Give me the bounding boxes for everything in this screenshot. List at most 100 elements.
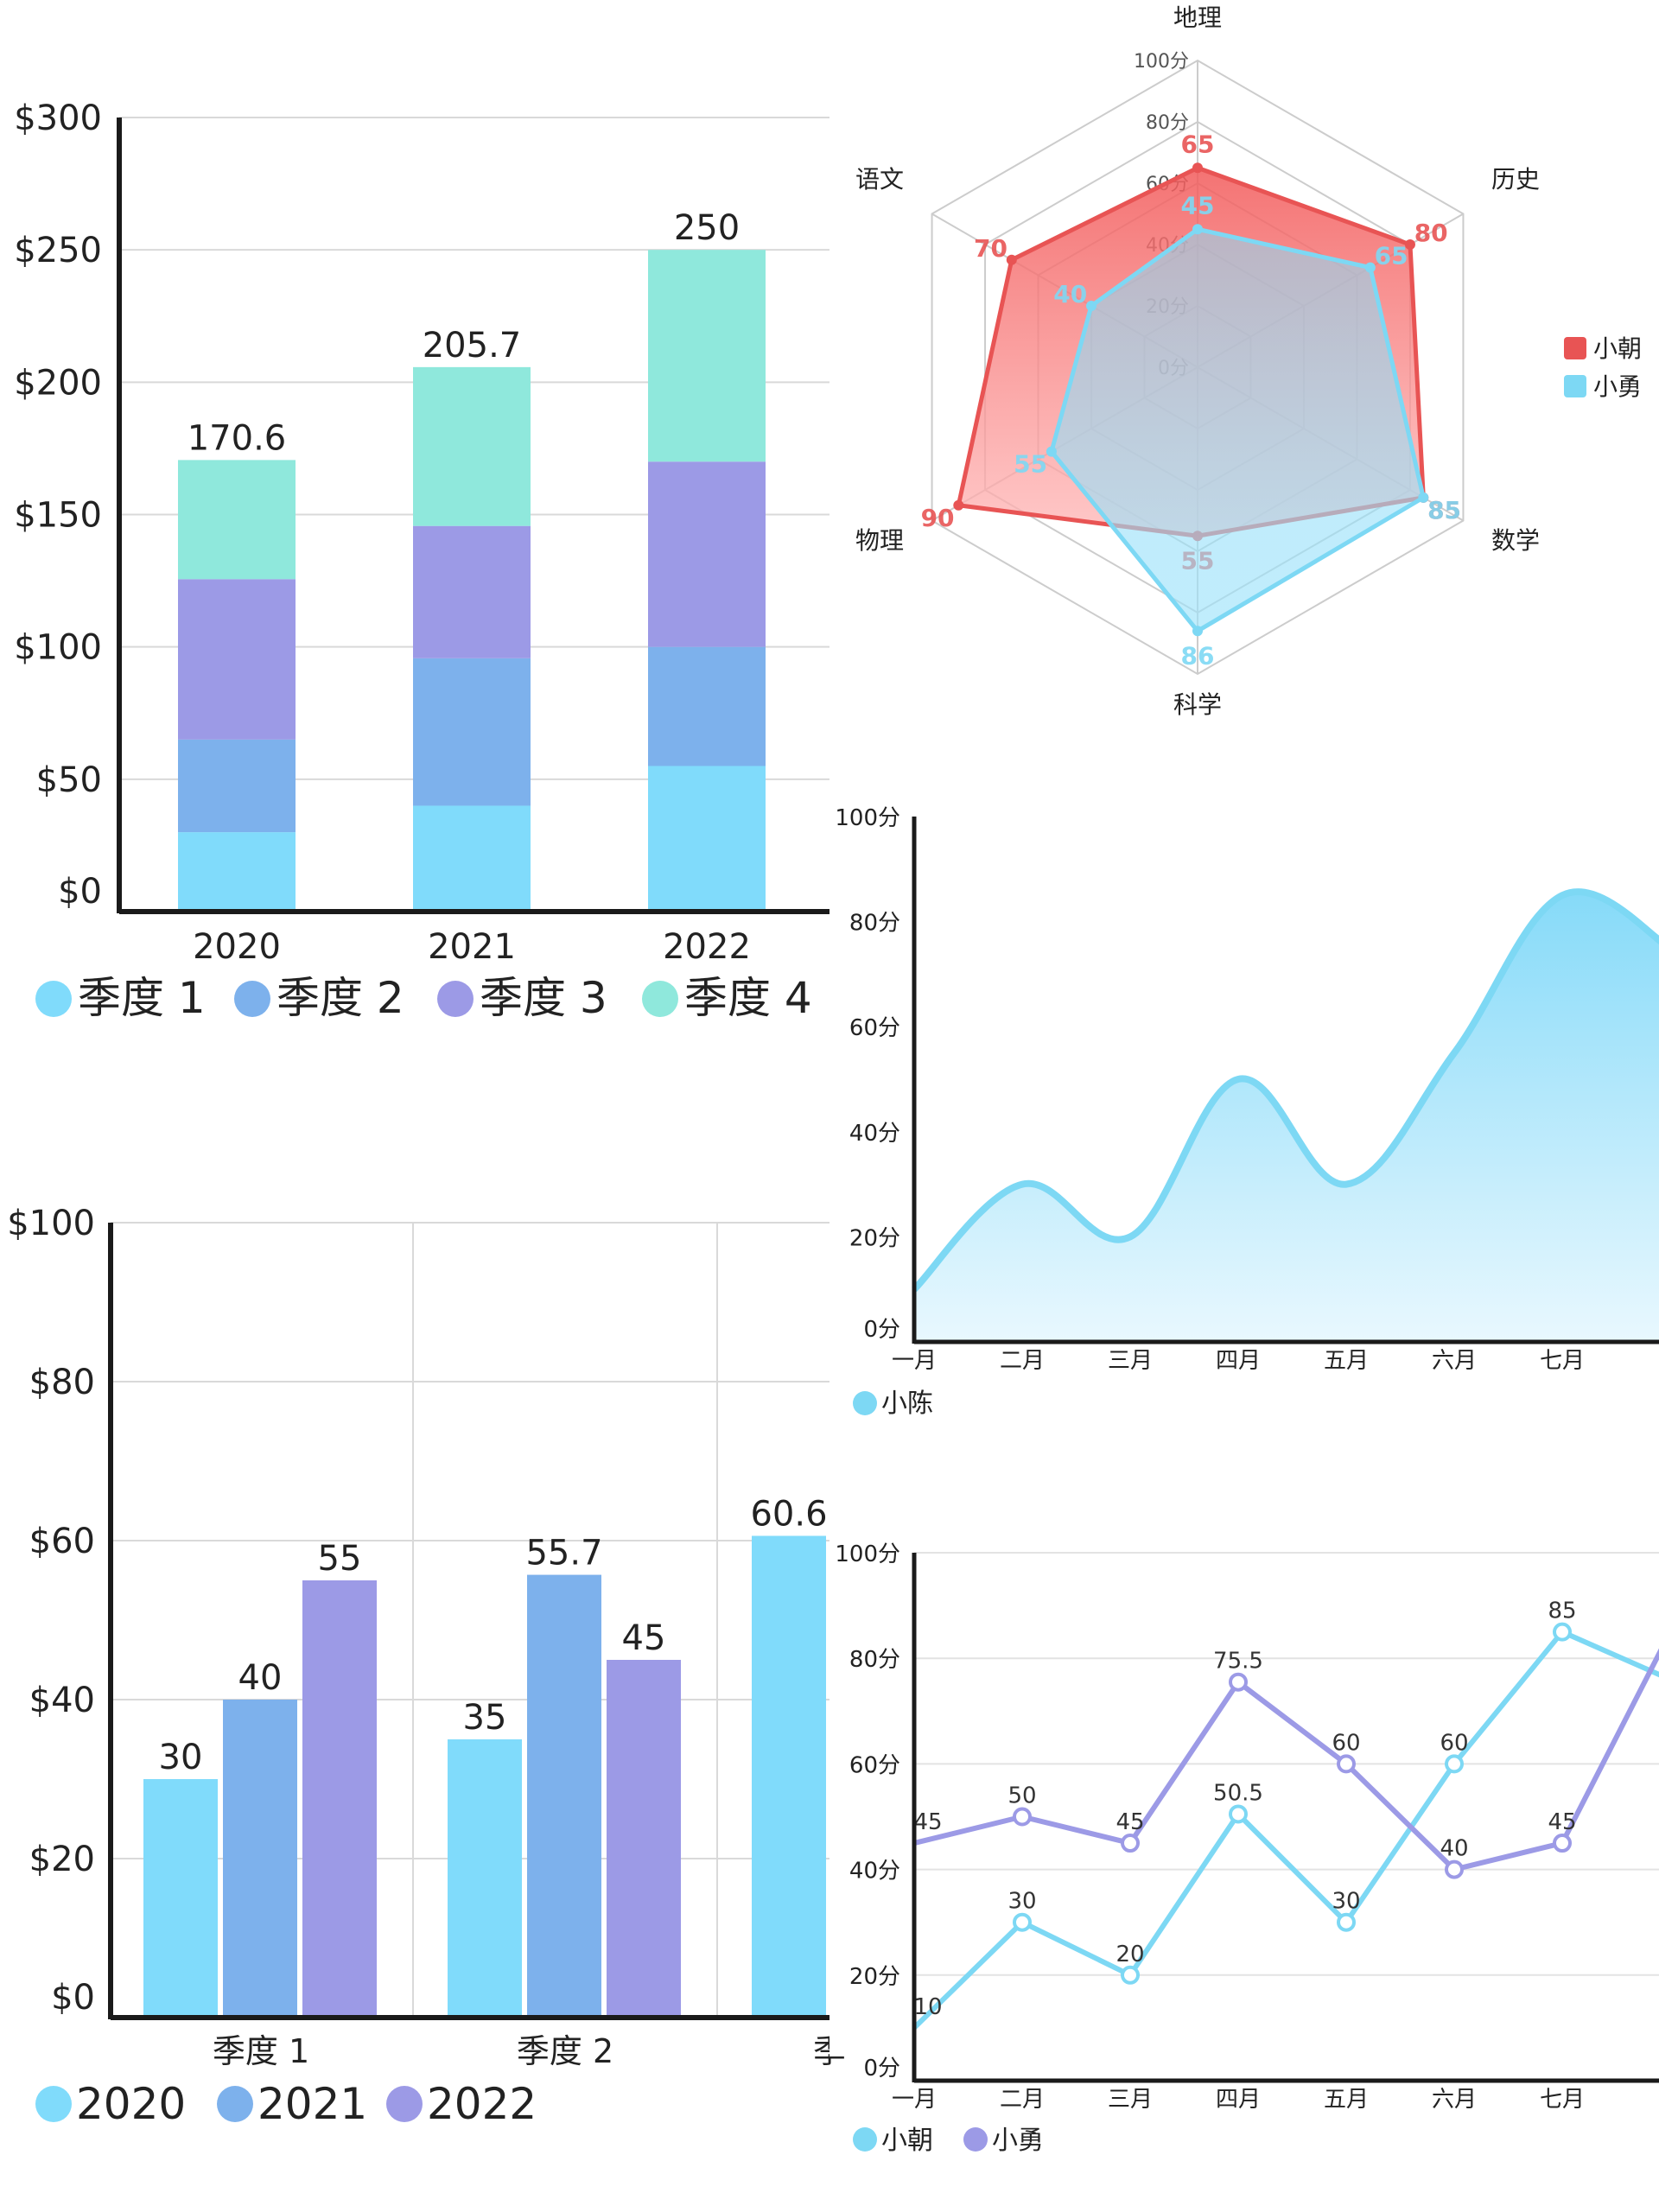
- y-tick-label: 60分: [849, 1015, 900, 1041]
- radar-value-label: 45: [1181, 191, 1215, 219]
- bar: [607, 1660, 681, 2018]
- bar-segment: [178, 579, 296, 740]
- y-tick-label: 0分: [863, 2056, 900, 2082]
- radar-point: [953, 499, 964, 511]
- radar-point: [1086, 301, 1097, 311]
- radar-value-label: 85: [1427, 496, 1461, 524]
- line-chart: 0分 20分 40分 60分 80分 100分 10 30 20 50.5 30 60 85 45 50 45…: [835, 1541, 1659, 2156]
- bar-value-label: 55.7: [525, 1534, 602, 1573]
- radar-value-label: 85: [1427, 496, 1461, 524]
- radar-tick-label: 80分: [1146, 112, 1189, 134]
- point-value-label: 75.5: [1213, 1649, 1263, 1675]
- radar-chart: 0分20分40分60分80分100分6580855590704565858655…: [855, 3, 1642, 719]
- line-point: [1121, 1834, 1140, 1853]
- y-tick-label: 20分: [849, 1964, 900, 1990]
- legend-marker: [386, 2086, 423, 2122]
- area-chart: 0分20分40分60分80分100分一月二月三月四月五月六月七月八小陈: [835, 805, 1659, 1419]
- x-tick-label: 七月: [1540, 1348, 1585, 1374]
- y-tick-label: $20: [29, 1840, 95, 1879]
- y-tick-label: 40分: [849, 1121, 900, 1147]
- line-point: [1553, 1834, 1572, 1853]
- y-tick-label: 0分: [863, 1317, 900, 1343]
- x-tick-label: 2022: [663, 927, 751, 967]
- line-point: [1445, 1859, 1464, 1879]
- x-tick-label: 五月: [1324, 1348, 1369, 1374]
- radar-axis-label: 地理: [1173, 3, 1222, 32]
- y-tick-label: 80分: [849, 911, 900, 937]
- radar-value-label: 86: [1181, 641, 1215, 670]
- legend-marker: [35, 981, 72, 1017]
- legend-marker: [963, 2127, 988, 2152]
- y-tick-label: $250: [14, 231, 102, 270]
- y-tick-label: 100分: [835, 805, 900, 831]
- y-tick-label: $0: [51, 1978, 95, 2018]
- legend-marker: [217, 2086, 253, 2122]
- point-value-label: 30: [1007, 1889, 1036, 1915]
- x-tick-label: 六月: [1432, 1348, 1477, 1374]
- x-tick-label: 2021: [428, 927, 516, 967]
- point-value-label: 20: [1116, 1942, 1144, 1967]
- bar-segment: [178, 460, 296, 580]
- bar-value-label: 55: [318, 1539, 362, 1579]
- legend-label: 季度 3: [480, 973, 607, 1023]
- x-tick-label: 季度 1: [213, 2032, 309, 2070]
- line-point: [1121, 1965, 1140, 1985]
- x-tick-label: 四月: [1216, 1348, 1261, 1374]
- y-tick-label: 20分: [849, 1225, 900, 1251]
- line-point: [1013, 1807, 1032, 1827]
- y-tick-label: $300: [14, 99, 102, 138]
- x-tick-label: 季度 2: [517, 2032, 613, 2070]
- point-value-label: 60: [1440, 1730, 1468, 1756]
- x-tick-label: 六月: [1432, 2087, 1477, 2113]
- radar-axis-label: 物理: [855, 526, 904, 555]
- y-tick-label: $0: [58, 872, 102, 912]
- point-value-label: 45: [1548, 1809, 1576, 1835]
- bar-segment: [413, 366, 531, 526]
- y-tick-label: $150: [14, 496, 102, 536]
- legend-label: 季度 4: [684, 973, 812, 1023]
- line-series: [912, 1629, 1659, 2031]
- radar-axis-label: 科学: [1173, 690, 1222, 719]
- legend-label: 小朝: [881, 2126, 933, 2156]
- bar-segment: [413, 525, 531, 658]
- bar-segment: [413, 658, 531, 806]
- radar-tick-label: 100分: [1134, 51, 1189, 73]
- legend-marker: [35, 2086, 72, 2122]
- point-value-label: 40: [1440, 1836, 1468, 1862]
- radar-value-label: 90: [921, 504, 955, 532]
- x-tick-label: 2020: [193, 927, 281, 967]
- line-point: [1337, 1912, 1356, 1932]
- bar-value-label: 35: [463, 1698, 507, 1738]
- radar-value-label: 55: [1014, 450, 1047, 479]
- legend-marker: [1564, 337, 1586, 359]
- x-tick-label: 四月: [1216, 2087, 1261, 2113]
- radar-value-label: 80: [1414, 219, 1448, 247]
- line-point: [1337, 1754, 1356, 1774]
- y-tick-label: $40: [29, 1681, 95, 1720]
- point-value-label: 50: [1007, 1783, 1036, 1809]
- radar-point: [1006, 254, 1017, 265]
- x-tick-label: 五月: [1324, 2087, 1369, 2113]
- radar-point: [1404, 239, 1415, 250]
- radar-value-label: 70: [974, 234, 1007, 263]
- radar-value-label: 65: [1181, 130, 1215, 158]
- bar-segment: [648, 461, 766, 647]
- y-tick-label: $100: [7, 1204, 95, 1243]
- bar-value-label: 60.6: [750, 1494, 827, 1534]
- y-tick-label: 60分: [849, 1752, 900, 1778]
- legend-marker: [853, 2127, 877, 2152]
- bar: [752, 1535, 826, 2018]
- point-value-label: 45: [913, 1809, 942, 1835]
- clip-mask: [830, 1192, 847, 2056]
- y-tick-label: $200: [14, 363, 102, 403]
- bar-segment: [178, 832, 296, 912]
- radar-point: [1364, 262, 1376, 273]
- line-point: [1445, 1754, 1464, 1774]
- area-fill: [914, 892, 1659, 1342]
- bar: [448, 1739, 522, 2018]
- legend-label: 季度 2: [276, 973, 404, 1023]
- legend-label: 2020: [76, 2079, 186, 2129]
- point-value-label: 10: [913, 1994, 942, 2020]
- radar-axis-label: 历史: [1491, 165, 1540, 194]
